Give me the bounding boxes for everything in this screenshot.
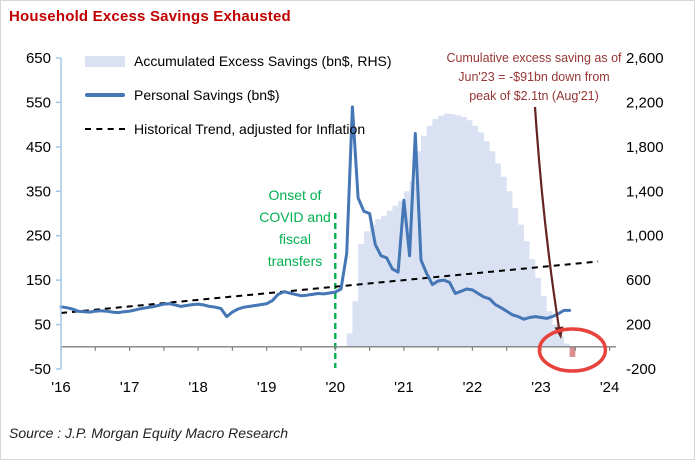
area-swatch-icon [85,55,125,67]
callout-arrow [533,106,561,329]
legend: Accumulated Excess Savings (bn$, RHS) Pe… [85,50,392,140]
excess-annotation-line: Jun'23 = -$91bn down from [458,70,610,84]
left-axis-label: 50 [34,317,51,334]
legend-item-historical-trend: Historical Trend, adjusted for Inflation [85,118,392,140]
x-axis-label: '16 [51,379,71,396]
left-axis-label: 650 [26,50,51,67]
line-swatch-icon [85,93,125,97]
legend-item-personal-savings: Personal Savings (bn$) [85,84,392,106]
covid-annotation-line: COVID and [259,209,331,225]
left-axis-label: 450 [26,139,51,156]
covid-annotation-line: transfers [267,253,323,269]
excess-annotation-line: Cumulative excess saving as of [446,51,622,65]
left-axis-label: 350 [26,183,51,200]
excess-annotation-line: peak of $2.1tn (Aug'21) [469,89,599,103]
right-axis-label: 200 [626,317,651,334]
covid-annotation-line: fiscal [279,231,311,247]
legend-item-accumulated-excess-savings: Accumulated Excess Savings (bn$, RHS) [85,50,392,72]
page-title: Household Excess Savings Exhausted [9,8,291,25]
x-axis-label: '19 [257,379,277,396]
left-axis-label: 150 [26,272,51,289]
x-axis-label: '22 [463,379,483,396]
personal-savings-line [59,105,572,321]
left-axis-label: 250 [26,228,51,245]
highlight-circle [537,327,608,373]
x-axis-label: '24 [600,379,620,396]
right-axis-label: 600 [626,272,651,289]
legend-label: Accumulated Excess Savings (bn$, RHS) [134,53,392,69]
dashed-line-swatch-icon [85,128,125,130]
right-axis-label: 1,800 [626,139,664,156]
x-axis-label: '18 [188,379,208,396]
right-axis-label: 2,600 [626,50,664,67]
negative-excess-bar [569,346,576,357]
excess-savings-area [346,113,570,347]
right-axis-label: -200 [626,361,656,378]
x-axis-label: '17 [120,379,140,396]
right-axis-label: 1,400 [626,183,664,200]
excess-savings-annotation: Cumulative excess saving as of Jun'23 = … [429,49,639,106]
x-axis-label: '23 [531,379,551,396]
covid-annotation: Onset of COVID and fiscal transfers [247,184,343,272]
right-axis-label: 1,000 [626,228,664,245]
source-note: Source : J.P. Morgan Equity Macro Resear… [9,425,289,441]
x-axis-label: '21 [394,379,414,396]
trend-line [60,260,599,314]
covid-annotation-line: Onset of [268,187,322,203]
left-axis-label: -50 [29,361,51,378]
left-axis-label: 550 [26,94,51,111]
legend-label: Personal Savings (bn$) [134,87,280,103]
right-axis-label: 2,200 [626,94,664,111]
x-axis-label: '20 [326,379,346,396]
legend-label: Historical Trend, adjusted for Inflation [134,121,366,137]
